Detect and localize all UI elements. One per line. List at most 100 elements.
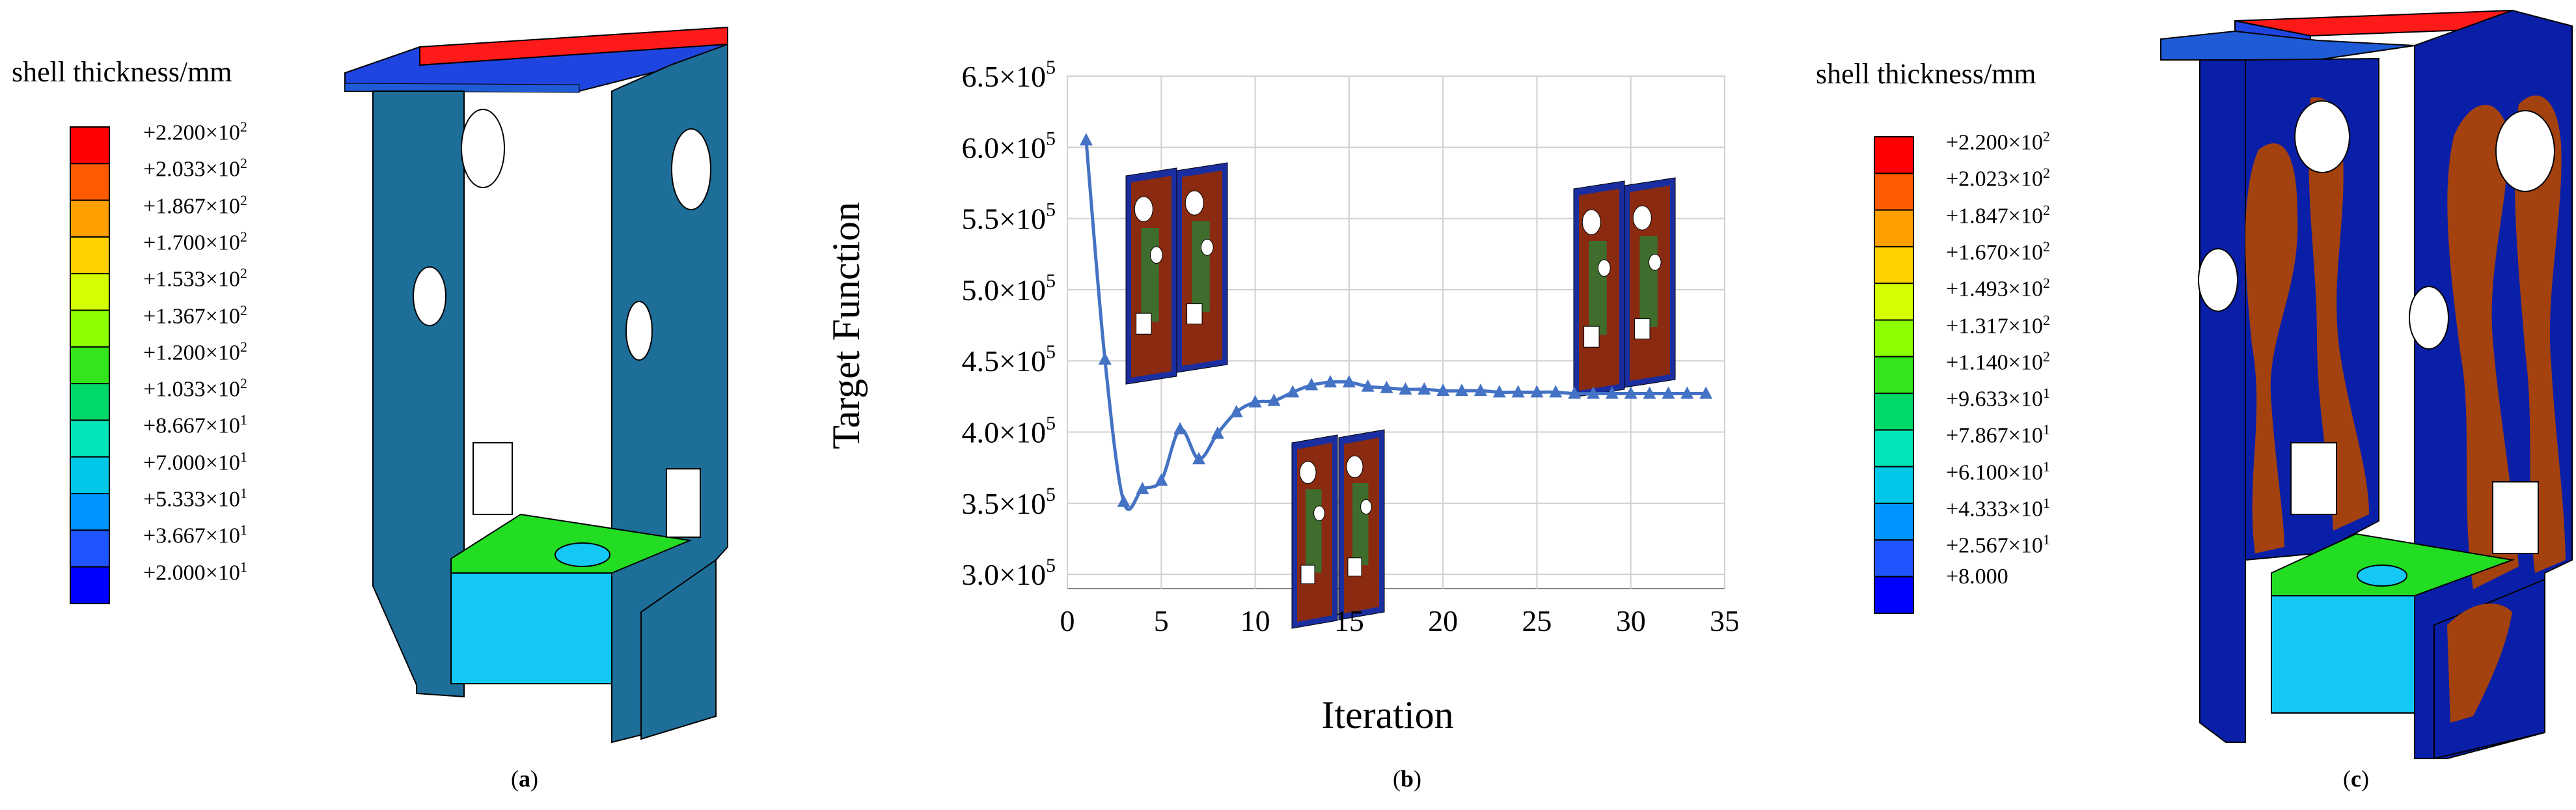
y-tick-label: 3.0×105 <box>962 555 1056 591</box>
colorbar-a <box>70 126 110 604</box>
y-tick-exponent: 5 <box>1046 555 1056 576</box>
legend-tick-exponent: 2 <box>240 191 247 208</box>
series-marker <box>1267 393 1281 406</box>
y-tick-mantissa: 5.5×10 <box>962 202 1046 236</box>
legend-tick-mantissa: +1.493×10 <box>1946 277 2043 301</box>
series-marker <box>1473 384 1487 397</box>
legend-tick-label: +1.847×102 <box>1946 199 2050 227</box>
right-lower-material-c <box>2447 603 2512 723</box>
legend-tick-mantissa: +1.140×10 <box>1946 350 2043 375</box>
legend-title-c: shell thickness/mm <box>1816 58 2036 90</box>
hole-right-top-c <box>2495 110 2555 192</box>
colorbar-c <box>1874 136 1914 614</box>
hole-right-rect <box>666 468 701 538</box>
legend-tick-mantissa: +1.533×10 <box>143 267 240 292</box>
legend-tick-mantissa: +2.567×10 <box>1946 533 2043 558</box>
y-tick-exponent: 5 <box>1046 341 1056 363</box>
series-marker <box>1380 380 1393 393</box>
legend-tick-exponent: 2 <box>240 155 247 172</box>
series-marker <box>1173 422 1187 435</box>
colorbar-cell <box>70 529 110 568</box>
legend-tick-mantissa: +2.023×10 <box>1946 167 2043 191</box>
colorbar-cell <box>70 346 110 385</box>
model-optimized <box>2160 9 2573 760</box>
x-tick-label: 15 <box>1334 604 1364 637</box>
legend-tick-exponent: 2 <box>240 301 247 318</box>
panel-b: 0 5 10 15 20 25 30 35 3.0×105 3.5×105 4.0×105 4.5×1… <box>807 0 1738 810</box>
y-tick-label: 5.5×105 <box>962 199 1056 236</box>
legend-tick-exponent: 2 <box>2042 275 2050 292</box>
colorbar-cell <box>70 199 110 238</box>
panel-c: shell thickness/mm +2.200×102 +2.023×102 +… <box>1744 0 2576 810</box>
base-hole <box>555 542 610 567</box>
colorbar-cell <box>70 126 110 165</box>
legend-tick-exponent: 1 <box>2042 495 2050 511</box>
series-marker <box>1680 386 1694 399</box>
series-marker <box>1079 133 1093 146</box>
series-marker <box>1117 494 1130 507</box>
legend-tick-mantissa: +1.700×10 <box>143 230 240 255</box>
legend-tick-exponent: 2 <box>2042 128 2050 145</box>
legend-tick-exponent: 1 <box>240 412 247 428</box>
legend-tick-mantissa: +2.000×10 <box>143 560 240 585</box>
series-marker <box>1136 481 1149 494</box>
base-front-c <box>2271 595 2415 714</box>
legend-tick-label: +1.670×102 <box>1946 236 2050 264</box>
series-marker <box>1699 386 1713 399</box>
y-tick-label: 4.5×105 <box>962 341 1056 378</box>
left-wall <box>372 91 465 698</box>
legend-tick-mantissa: +1.867×10 <box>143 193 240 218</box>
x-tick-label: 20 <box>1428 604 1458 637</box>
legend-tick-label: +7.000×101 <box>143 446 247 474</box>
left-wall-material-c2 <box>2309 97 2369 531</box>
hole-left-rect <box>473 442 513 515</box>
caption-a: (a) <box>511 766 538 792</box>
y-tick-exponent: 5 <box>1046 270 1056 292</box>
x-tick-label: 30 <box>1616 604 1646 637</box>
legend-tick-mantissa: +7.867×10 <box>1946 423 2043 448</box>
legend-tick-mantissa: +7.000×10 <box>143 451 240 475</box>
colorbar-cell <box>1874 576 1914 614</box>
hole-right-mid <box>625 301 653 361</box>
series-marker <box>1192 452 1205 465</box>
x-axis-label: Iteration <box>1321 693 1453 736</box>
series-marker <box>1399 382 1412 395</box>
x-tick-label: 10 <box>1240 604 1270 637</box>
y-tick-mantissa: 5.0×10 <box>962 273 1046 307</box>
legend-tick-mantissa: +1.670×10 <box>1946 240 2043 265</box>
colorbar-cell <box>1874 245 1914 285</box>
y-axis-label: Target Function <box>825 202 868 449</box>
legend-tick-label: +1.493×102 <box>1946 272 2050 300</box>
y-tick-mantissa: 3.5×10 <box>962 487 1046 520</box>
legend-tick-exponent: 2 <box>240 119 247 135</box>
series-marker <box>1342 375 1356 388</box>
y-tick-exponent: 5 <box>1046 484 1056 505</box>
hole-right-mid-c <box>2409 286 2449 350</box>
legend-tick-label: +1.700×102 <box>143 226 247 254</box>
legend-tick-mantissa: +5.333×10 <box>143 487 240 512</box>
series-marker <box>1643 386 1656 399</box>
legend-tick-mantissa: +8.000 <box>1946 564 2008 589</box>
legend-tick-mantissa: +2.200×10 <box>143 120 240 145</box>
series-marker <box>1418 382 1431 395</box>
legend-tick-label: +1.033×102 <box>143 372 247 400</box>
base-hole-c <box>2357 565 2407 587</box>
legend-tick-exponent: 2 <box>2042 238 2050 255</box>
left-wall-c <box>2199 59 2246 743</box>
series-marker <box>1286 385 1300 398</box>
legend-tick-label: +9.633×101 <box>1946 382 2050 410</box>
series-marker <box>1455 384 1468 397</box>
legend-tick-exponent: 1 <box>2042 531 2050 548</box>
legend-tick-mantissa: +1.200×10 <box>143 341 240 365</box>
hole-left-top <box>461 109 505 188</box>
series-marker <box>1361 379 1375 392</box>
y-tick-exponent: 5 <box>1046 57 1056 78</box>
legend-tick-exponent: 1 <box>240 558 247 575</box>
right-wall-material-c2 <box>2514 95 2566 573</box>
caption-c: (c) <box>2343 766 2369 792</box>
legend-tick-exponent: 2 <box>240 375 247 392</box>
hole-left-mid-c <box>2198 248 2238 312</box>
legend-tick-exponent: 1 <box>2042 385 2050 402</box>
series-marker <box>1492 385 1506 398</box>
legend-tick-exponent: 1 <box>240 485 247 501</box>
